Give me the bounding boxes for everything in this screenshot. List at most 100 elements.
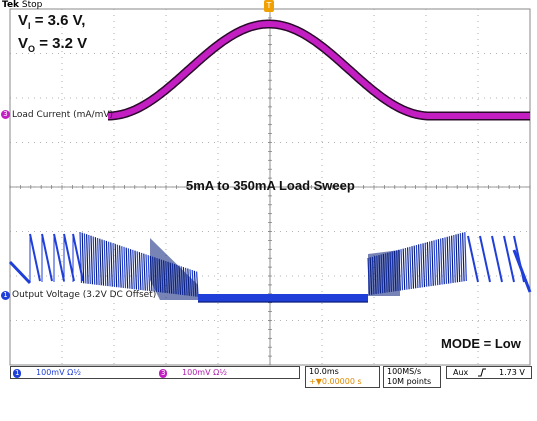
- ch1-output-voltage-waveform: [8, 231, 532, 303]
- ch1-ripple: [422, 243, 426, 288]
- ch1-ripple: [433, 240, 437, 286]
- load-sweep-annotation: 5mA to 350mA Load Sweep: [186, 178, 355, 193]
- trigger-position-marker[interactable]: T: [264, 0, 274, 12]
- ch1-ripple: [413, 245, 417, 289]
- ch1-ripple: [63, 233, 75, 282]
- ch1-ripple: [402, 248, 406, 290]
- ch1-ripple: [145, 254, 149, 291]
- acquisition-state: Stop: [21, 0, 43, 10]
- sample-rate: 100MS/s: [387, 367, 422, 376]
- ch1-ripple: [83, 233, 87, 284]
- ch1-ripple: [418, 244, 421, 288]
- ch1-ripple: [125, 247, 129, 289]
- scope-header: Tek Stop: [2, 0, 42, 10]
- ch1-ripple: [437, 239, 441, 285]
- ch1-ripple: [101, 239, 105, 286]
- input-voltage-annotation: VI = 3.6 V,: [18, 12, 85, 31]
- acquisition-readout[interactable]: 100MS/s 10M points: [383, 366, 441, 388]
- ch1-ripple: [415, 244, 419, 289]
- output-voltage-annotation: VO = 3.2 V: [18, 35, 87, 54]
- ch1-dense-region: [150, 238, 198, 300]
- ch3-scale: 100mV: [182, 368, 211, 377]
- ch1-ripple: [503, 235, 515, 283]
- ch1-ripple: [114, 243, 118, 288]
- ch1-ripple: [448, 236, 452, 284]
- ch1-ripple: [409, 246, 412, 290]
- rising-edge-icon: [478, 368, 486, 377]
- ch3-badge: 3: [159, 369, 168, 378]
- ch3-ground-marker[interactable]: 3: [1, 110, 10, 119]
- ch1-ripple: [424, 242, 428, 287]
- ch1-ripple: [119, 245, 122, 288]
- trigger-marker-label: T: [266, 1, 272, 10]
- ch1-ripple: [99, 238, 102, 286]
- ch1-ripple: [420, 243, 423, 288]
- ch1-ripple: [108, 241, 111, 287]
- channel-readout-bar[interactable]: 1 100mV Ω½ 3 100mV Ω½: [10, 366, 300, 379]
- ch1-ripple: [411, 246, 415, 289]
- ch1-ripple: [41, 233, 53, 282]
- ch1-ripple: [121, 246, 124, 289]
- ch1-ripple: [29, 233, 41, 282]
- ch1-flat-segment: [198, 294, 368, 302]
- ch1-ripple: [464, 232, 467, 282]
- time-per-div: 10.0ms: [309, 367, 339, 376]
- ch1-ripple: [467, 235, 479, 283]
- ch1-ripple: [53, 233, 65, 282]
- ch1-ripple: [127, 248, 131, 289]
- trigger-source: Aux: [453, 368, 469, 377]
- ch1-ripple: [440, 238, 443, 285]
- ch1-ripple: [94, 237, 98, 285]
- ch1-ripple: [132, 249, 135, 290]
- vi-symbol: V: [18, 12, 29, 29]
- ch1-ripple: [426, 242, 430, 287]
- ch1-ripple: [130, 249, 133, 290]
- ch1-ripple: [491, 235, 503, 283]
- ch1-ripple: [88, 234, 91, 285]
- timebase-readout[interactable]: 10.0ms +▼0.00000 s: [305, 366, 380, 388]
- ch1-scale: 100mV: [36, 368, 65, 377]
- ch1-ripple: [110, 242, 113, 287]
- ch1-ripple: [451, 235, 454, 283]
- trigger-level: 1.73 V: [499, 368, 525, 377]
- ch1-ripple: [123, 246, 127, 289]
- ch1-dense-region: [368, 250, 400, 296]
- ch1-ripple: [103, 240, 107, 286]
- ch1-ripple: [459, 233, 463, 282]
- ch1-ripple: [431, 240, 434, 286]
- ch1-ripple: [136, 251, 140, 290]
- ch1-ripple: [407, 247, 410, 290]
- ch1-ripple: [512, 249, 532, 293]
- ch3-readout[interactable]: 3 100mV Ω½: [159, 368, 227, 378]
- ch1-ripple: [404, 247, 408, 290]
- ch1-marker-label: 1: [3, 291, 8, 299]
- ch1-ripple: [134, 250, 138, 290]
- ch3-coupling: Ω½: [213, 368, 227, 377]
- ch1-name-label: Output Voltage (3.2V DC Offset): [12, 290, 157, 300]
- ch1-ripple: [453, 234, 456, 283]
- ch1-ripple: [79, 231, 83, 284]
- mode-annotation: MODE = Low: [441, 336, 521, 351]
- vo-symbol: V: [18, 35, 29, 52]
- ch1-ripple: [143, 253, 146, 291]
- ch1-readout[interactable]: 1 100mV Ω½: [13, 368, 81, 378]
- ch1-ripple: [446, 236, 450, 284]
- ch1-ground-marker[interactable]: 1: [1, 291, 10, 300]
- trigger-readout[interactable]: Aux 1.73 V: [446, 366, 532, 379]
- ch1-badge: 1: [13, 369, 22, 378]
- vi-value: = 3.6 V,: [30, 12, 86, 29]
- ch1-ripple: [8, 260, 32, 285]
- ch1-coupling: Ω½: [67, 368, 81, 377]
- ch1-ripple: [457, 233, 461, 283]
- ch1-ripple: [429, 241, 432, 287]
- ch1-ripple: [462, 232, 465, 282]
- vo-value: = 3.2 V: [35, 35, 88, 52]
- brand-label: Tek: [2, 0, 20, 10]
- ch1-ripple: [112, 243, 116, 287]
- ch1-ripple: [444, 237, 448, 284]
- ch1-ripple: [138, 252, 142, 291]
- ch1-ripple: [147, 255, 151, 292]
- ch3-load-current-waveform: [105, 19, 533, 121]
- ch1-ripple: [442, 237, 445, 285]
